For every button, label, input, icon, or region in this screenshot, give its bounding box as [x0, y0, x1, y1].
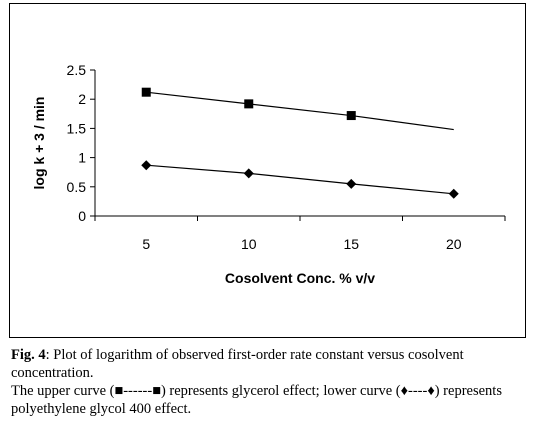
data-point-diamond: [448, 188, 459, 199]
caption-first-paragraph: Fig. 4: Plot of logarithm of observed fi…: [11, 346, 531, 382]
caption-line-2: The upper curve (■------■) represents gl…: [11, 383, 502, 417]
data-point-diamond: [346, 178, 357, 189]
y-tick-label: 2: [78, 91, 86, 107]
data-point-diamond: [243, 168, 254, 179]
x-tick-label: 5: [142, 236, 150, 252]
y-tick-label: 1.5: [67, 120, 87, 136]
series-line-1: [146, 91, 454, 131]
y-tick-label: 1: [78, 150, 86, 166]
figure-caption: Fig. 4: Plot of logarithm of observed fi…: [11, 346, 531, 418]
y-tick-label: 2.5: [67, 62, 87, 78]
data-point-square: [244, 99, 254, 109]
y-tick-label: 0.5: [67, 179, 87, 195]
caption-line-1: : Plot of logarithm of observed first-or…: [11, 347, 464, 381]
data-point-square: [141, 87, 151, 97]
chart-frame: 0 0.5 1 1.5 2 2.5 5 10 15 20 Cosolvent Conc. % v/v…: [9, 3, 526, 338]
series-line-2: [146, 164, 454, 195]
x-axis-title: Cosolvent Conc. % v/v: [225, 270, 375, 286]
data-point-diamond: [141, 160, 152, 171]
chart-plot: 0 0.5 1 1.5 2 2.5 5 10 15 20 Cosolvent Conc. % v/v…: [31, 62, 506, 286]
x-tick-label: 15: [343, 236, 359, 252]
y-tick-label: 0: [78, 208, 86, 224]
data-point-square: [346, 111, 356, 121]
y-axis-title: log k + 3 / min: [31, 97, 47, 190]
figure-label: Fig. 4: [11, 347, 46, 363]
x-tick-label: 10: [241, 236, 257, 252]
x-tick-label: 20: [446, 236, 462, 252]
